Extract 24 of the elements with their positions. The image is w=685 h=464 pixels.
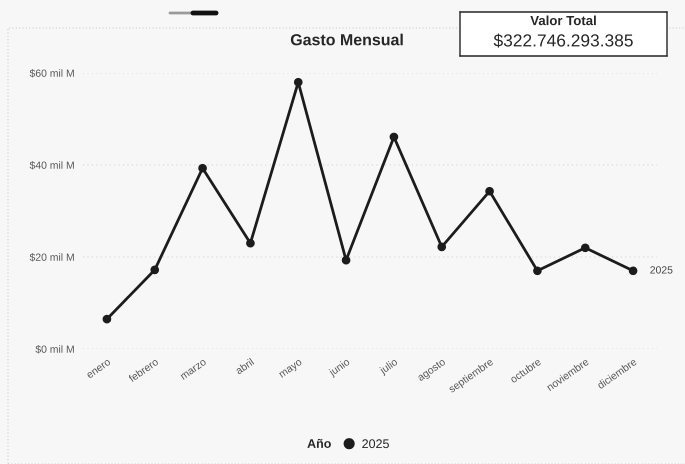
point (533, 266, 542, 276)
legend-label: 2025 (362, 439, 389, 448)
point (342, 256, 350, 265)
y-tick-label: $60 mil M (30, 69, 74, 78)
point (485, 186, 494, 196)
point (390, 132, 398, 142)
x-tick-label: abril (234, 358, 254, 375)
point (102, 314, 112, 324)
point (294, 78, 303, 87)
chart-title: Gasto Mensual (290, 34, 403, 46)
point (437, 242, 446, 252)
legend-title: Año (307, 438, 331, 448)
y-tick-label: $0 mil M (35, 345, 74, 354)
x-tick-label: julio (378, 358, 400, 376)
point (246, 238, 255, 248)
point (580, 243, 590, 252)
point (150, 266, 160, 274)
text: Valor Total (530, 16, 596, 26)
y-tick-label: $20 mil M (30, 253, 74, 262)
point (198, 164, 207, 173)
point (628, 266, 638, 276)
text: 2025 (650, 266, 672, 274)
y-tick-label: $40 mil M (30, 161, 74, 170)
text: $322.746.293.385 (494, 34, 633, 48)
